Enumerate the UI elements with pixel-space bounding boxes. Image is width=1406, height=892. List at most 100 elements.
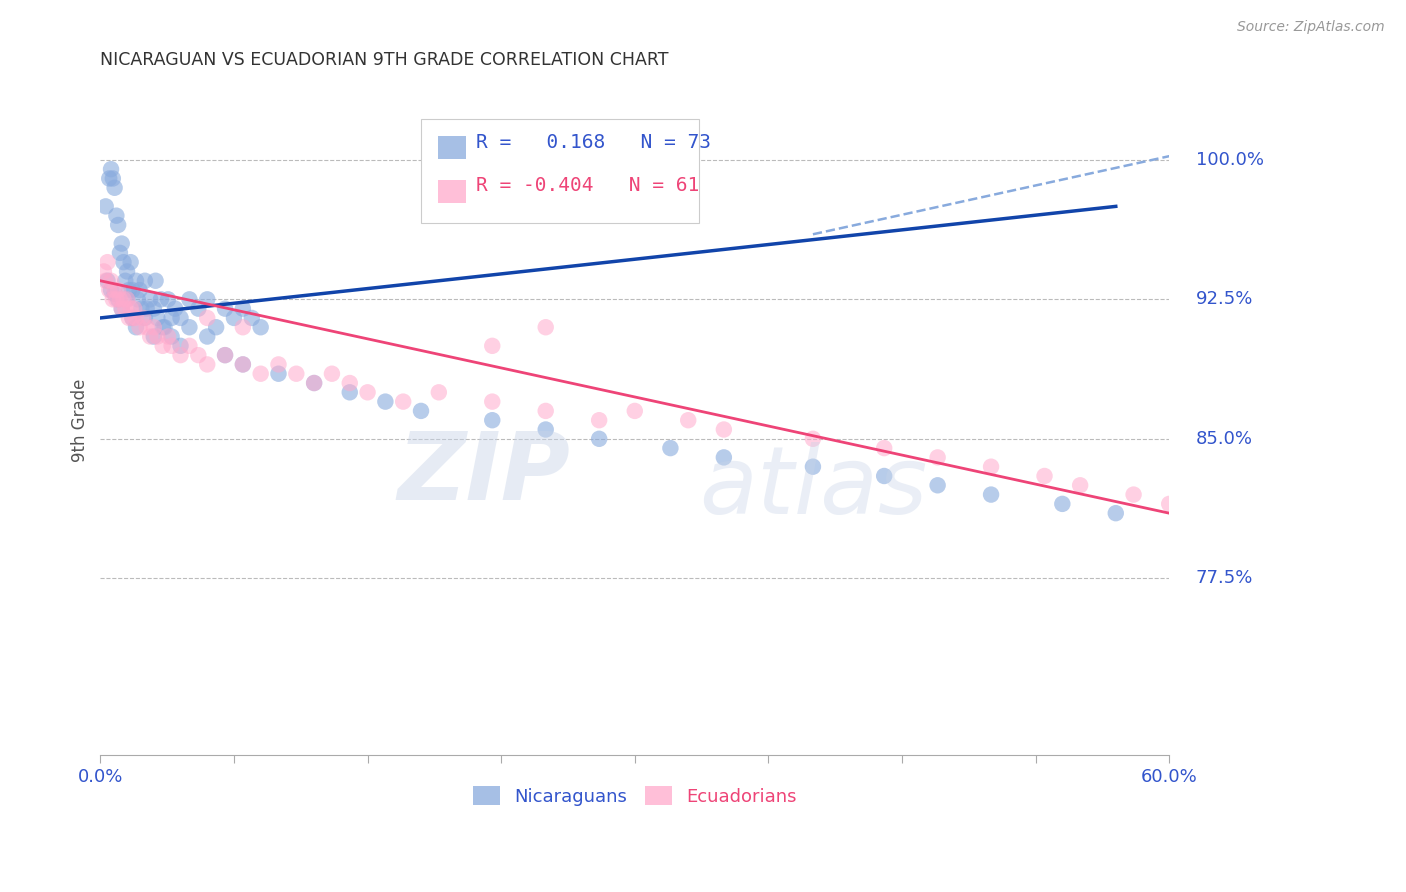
Point [128, 283, 150, 297]
Point [112, 255, 135, 269]
Point [115, 264, 138, 278]
Text: R =   0.168   N = 73: R = 0.168 N = 73 [475, 133, 710, 152]
Point [676, 413, 699, 427]
Point [134, 274, 156, 288]
Point [179, 320, 201, 334]
Point [187, 348, 209, 362]
Point [118, 310, 141, 325]
Point [481, 394, 503, 409]
Point [142, 329, 165, 343]
Point [125, 320, 148, 334]
Point [135, 301, 157, 316]
Point [1052, 497, 1074, 511]
Point [481, 413, 503, 427]
Point [101, 171, 124, 186]
Point [108, 245, 131, 260]
Point [232, 320, 254, 334]
Text: atlas: atlas [699, 442, 927, 533]
Point [96, 255, 118, 269]
Point [139, 329, 162, 343]
Point [980, 487, 1002, 501]
Point [107, 218, 129, 232]
Point [1033, 469, 1056, 483]
Point [94, 199, 117, 213]
Point [104, 283, 127, 297]
Point [659, 441, 682, 455]
Point [534, 423, 557, 437]
Point [873, 469, 896, 483]
Point [169, 310, 191, 325]
Point [111, 236, 134, 251]
Point [108, 293, 131, 307]
Point [980, 459, 1002, 474]
Point [115, 293, 138, 307]
Point [131, 301, 153, 316]
Point [139, 293, 162, 307]
Point [114, 301, 136, 316]
Point [801, 432, 824, 446]
Point [153, 320, 176, 334]
Point [105, 293, 128, 307]
Point [713, 423, 735, 437]
Point [149, 293, 172, 307]
Text: Source: ZipAtlas.com: Source: ZipAtlas.com [1237, 20, 1385, 34]
Point [120, 255, 142, 269]
Point [588, 413, 610, 427]
Point [169, 348, 191, 362]
Point [160, 310, 183, 325]
Point [339, 385, 361, 400]
Point [232, 358, 254, 372]
Point [152, 320, 174, 334]
Y-axis label: 9th Grade: 9th Grade [72, 378, 89, 462]
Point [98, 283, 121, 297]
Point [240, 310, 263, 325]
Point [713, 450, 735, 465]
Point [146, 329, 169, 343]
Point [121, 310, 143, 325]
Point [98, 171, 121, 186]
Point [132, 310, 155, 325]
Point [214, 301, 236, 316]
Point [205, 320, 228, 334]
Point [107, 293, 129, 307]
Point [409, 404, 432, 418]
Point [122, 301, 145, 316]
Text: 100.0%: 100.0% [1197, 151, 1264, 169]
Point [160, 329, 183, 343]
Point [121, 310, 143, 325]
Point [481, 339, 503, 353]
FancyBboxPatch shape [420, 119, 699, 223]
Point [165, 301, 187, 316]
Legend: Nicaraguans, Ecuadorians: Nicaraguans, Ecuadorians [465, 779, 804, 813]
Point [135, 320, 157, 334]
Point [157, 293, 180, 307]
Point [152, 339, 174, 353]
Point [118, 283, 141, 297]
Point [195, 293, 218, 307]
Point [285, 367, 308, 381]
Point [232, 358, 254, 372]
Point [339, 376, 361, 390]
Point [267, 358, 290, 372]
Point [356, 385, 378, 400]
Point [195, 358, 218, 372]
Point [169, 339, 191, 353]
Point [534, 404, 557, 418]
Point [160, 339, 183, 353]
Point [534, 320, 557, 334]
Point [100, 274, 122, 288]
Point [142, 301, 165, 316]
Point [302, 376, 325, 390]
Point [588, 432, 610, 446]
Point [104, 286, 127, 301]
Point [105, 209, 128, 223]
Point [195, 329, 218, 343]
Point [127, 293, 149, 307]
Point [623, 404, 645, 418]
Point [101, 293, 124, 307]
Point [222, 310, 245, 325]
Text: 85.0%: 85.0% [1197, 430, 1253, 448]
Point [146, 310, 169, 325]
Point [179, 293, 201, 307]
Point [100, 162, 122, 177]
